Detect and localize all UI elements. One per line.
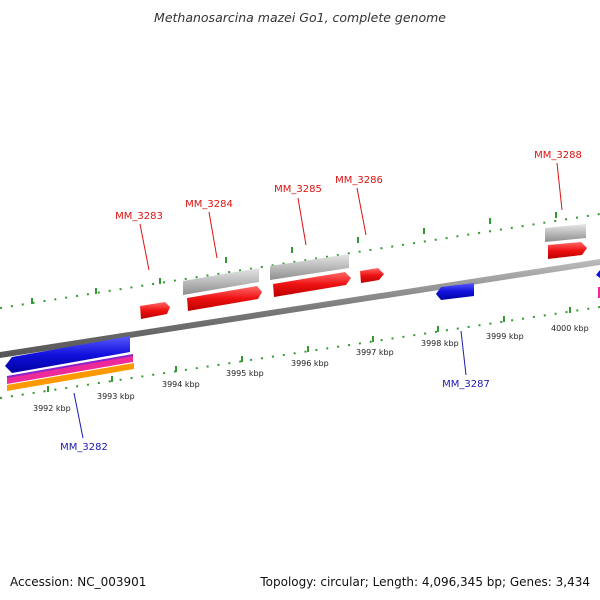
tick-label: 3992 kbp	[33, 404, 71, 413]
gene-arrow-mm3283	[140, 302, 170, 319]
tick-label: 3996 kbp	[291, 359, 329, 368]
tick-label: 3994 kbp	[162, 380, 200, 389]
label-connectors	[73, 162, 563, 439]
inner-tick-track	[0, 306, 600, 399]
gene-labels: MM_3283 MM_3284 MM_3285 MM_3286 MM_3288 …	[60, 150, 582, 453]
forward-genes	[140, 242, 587, 319]
gene-label-mm3285: MM_3285	[274, 184, 322, 195]
tick-labels: 3992 kbp 3993 kbp 3994 kbp 3995 kbp 3996…	[33, 324, 589, 413]
gene-label-mm3284: MM_3284	[185, 199, 233, 210]
outer-tick-track	[0, 212, 600, 309]
tick-label: 3998 kbp	[421, 339, 459, 348]
tick-label: 3995 kbp	[226, 369, 264, 378]
tick-label: 3999 kbp	[486, 332, 524, 341]
gene-arrow-mm3288	[548, 242, 587, 259]
gene-label-mm3286: MM_3286	[335, 175, 383, 186]
gene-label-mm3288: MM_3288	[534, 150, 582, 161]
gene-label-mm3282: MM_3282	[60, 442, 108, 453]
tick-label: 3997 kbp	[356, 348, 394, 357]
gray-features	[183, 224, 586, 295]
gene-label-mm3287: MM_3287	[442, 379, 490, 390]
rna-pink	[7, 355, 133, 384]
rna-purple	[7, 354, 133, 378]
reverse-genes	[5, 270, 600, 373]
tick-label: 4000 kbp	[551, 324, 589, 333]
gene-arrow-mm3286	[360, 268, 384, 283]
map-title: Methanosarcina mazei Go1, complete genom…	[154, 10, 446, 25]
gray-feature	[270, 254, 349, 280]
gray-feature	[545, 224, 586, 242]
gene-arrow-mm3287	[436, 283, 474, 300]
accession-text: Accession: NC_003901	[10, 575, 147, 589]
rna-orange	[7, 363, 134, 391]
topology-text: Topology: circular; Length: 4,096,345 bp…	[260, 575, 590, 589]
gene-arrow-mm3284	[187, 286, 262, 311]
gene-label-mm3283: MM_3283	[115, 211, 163, 222]
tick-label: 3993 kbp	[97, 392, 135, 401]
genome-backbone	[0, 259, 600, 358]
gene-arrow-mm3282	[5, 336, 130, 373]
rna-features	[7, 287, 600, 391]
edge-gene-arrow	[596, 270, 600, 278]
gene-arrow-mm3285	[273, 272, 351, 297]
gray-feature	[183, 268, 259, 295]
